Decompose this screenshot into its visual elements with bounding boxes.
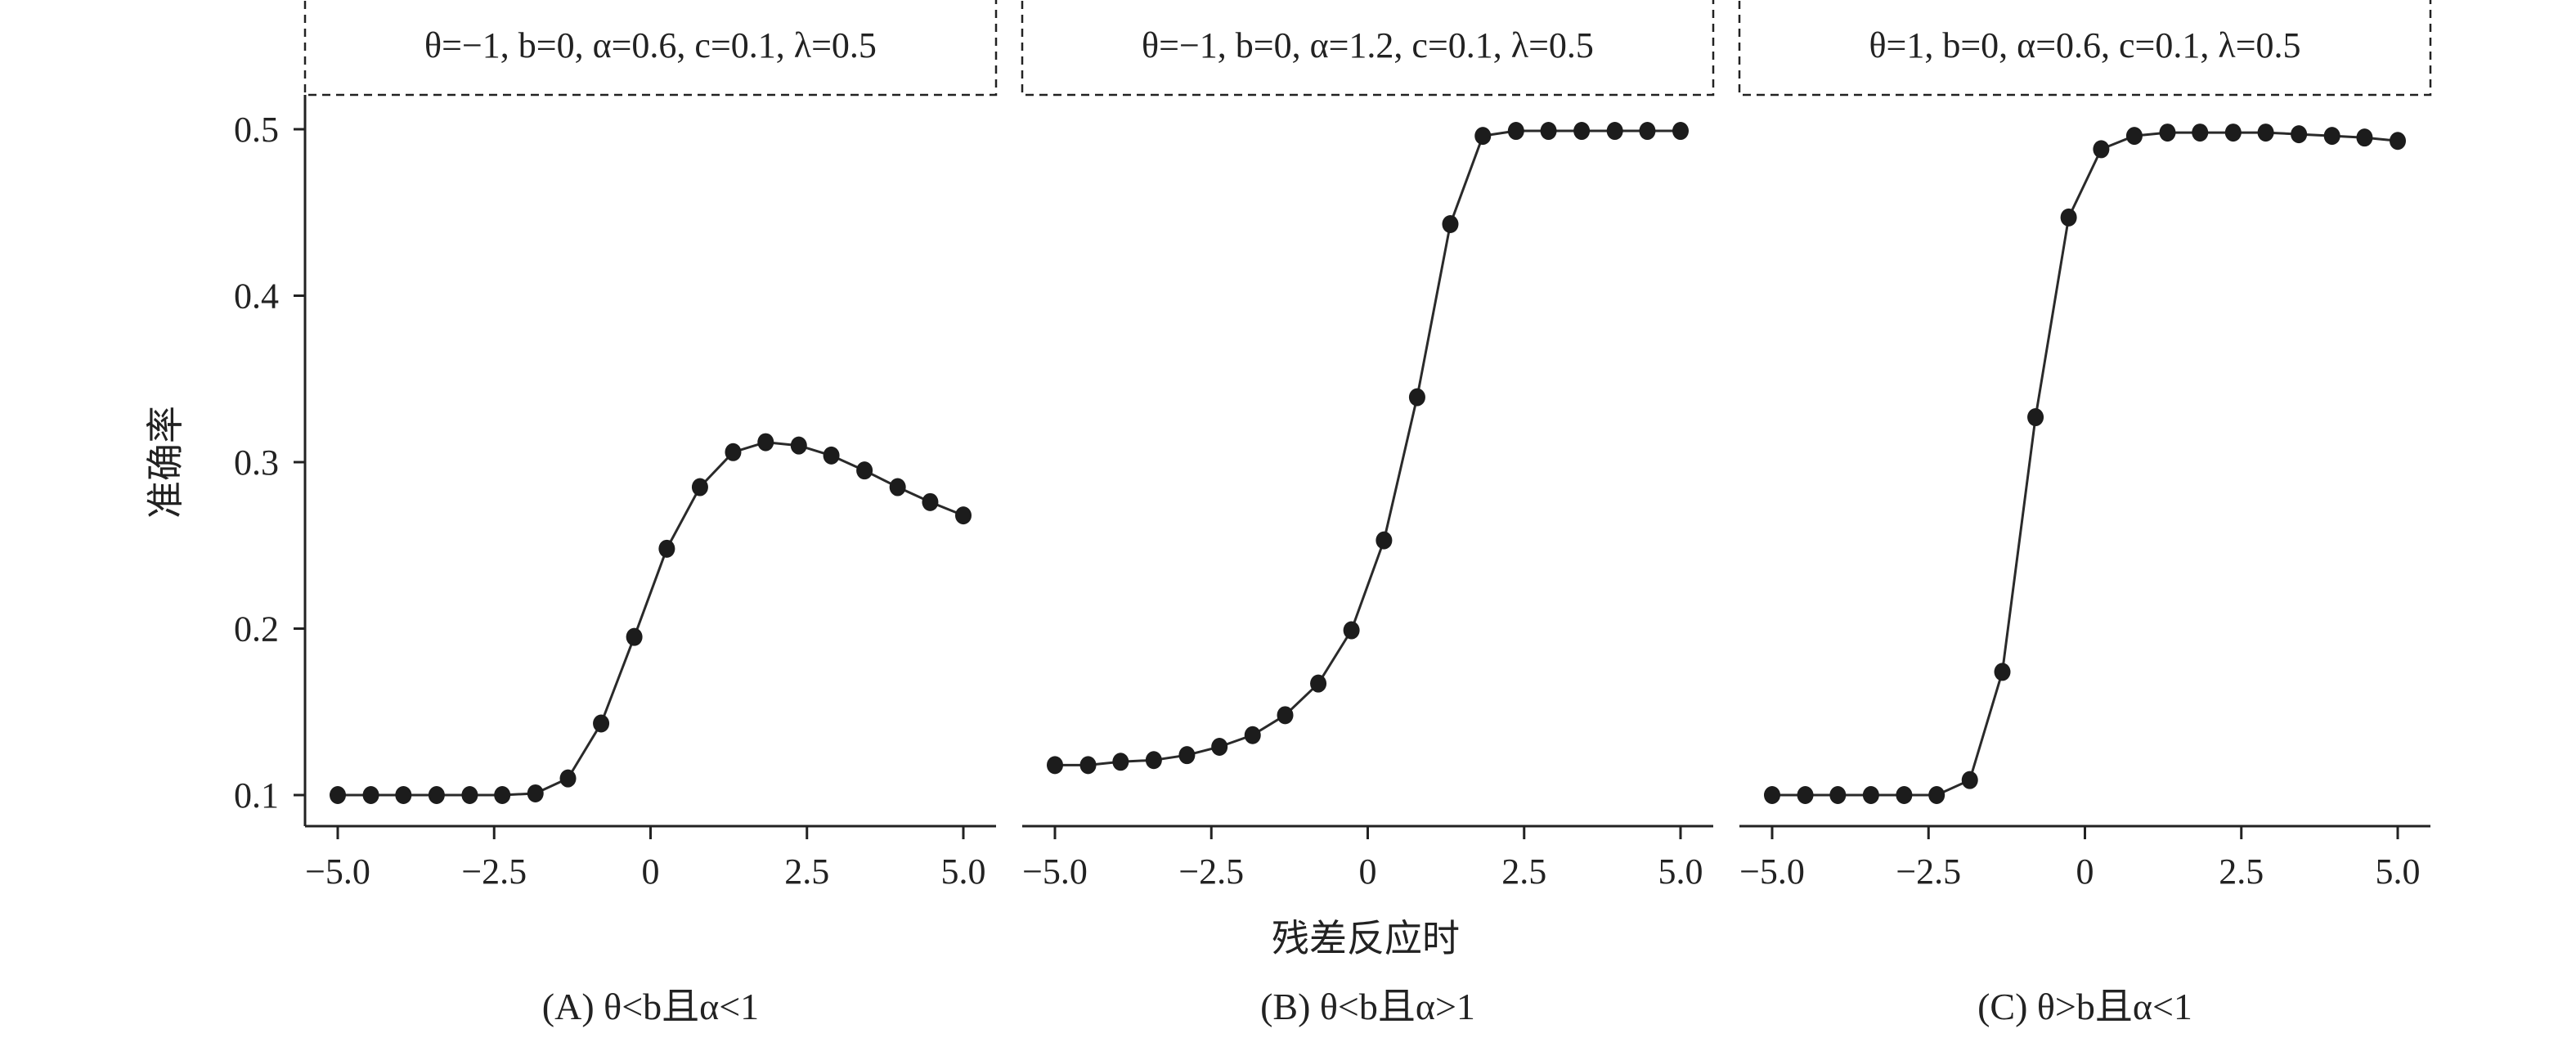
data-point (1474, 127, 1492, 146)
data-point (2224, 124, 2242, 142)
data-point (330, 786, 346, 804)
parameter-box (1738, 0, 2432, 97)
data-point (1862, 786, 1879, 804)
data-point (725, 443, 742, 461)
data-point (889, 478, 906, 497)
chart-panel-a: θ=−1, b=0, α=0.6, c=0.1, λ=0.5 −5.0 −2.5 0 2… (234, 0, 998, 1027)
data-point (2060, 208, 2077, 227)
data-point (1376, 531, 1393, 550)
data-point (1928, 786, 1945, 804)
data-point (2390, 132, 2406, 151)
x-tick-label: −2.5 (1896, 852, 1961, 892)
data-point (626, 627, 643, 646)
x-axis-title: 残差反应时 (1272, 918, 1460, 959)
data-point (691, 478, 708, 497)
data-point (1047, 756, 1063, 775)
x-tick-label: −5.0 (1739, 852, 1805, 892)
data-point (1211, 737, 1228, 756)
x-tick-label: −5.0 (305, 852, 370, 892)
data-point (1079, 756, 1097, 775)
chart-panel-b: θ=−1, b=0, α=1.2, c=0.1, λ=0.5 −5.0 −2.5 0 2… (1021, 0, 1715, 1027)
data-point (395, 786, 412, 804)
data-point (2291, 125, 2308, 144)
data-point (2323, 127, 2340, 146)
data-point (1961, 771, 1978, 789)
y-tick-label: 0.5 (234, 110, 279, 150)
data-point (362, 786, 379, 804)
data-point (1507, 122, 1524, 141)
data-point (823, 446, 840, 465)
data-point (757, 433, 774, 452)
panel-caption: (A) θ<b且α<1 (542, 986, 759, 1027)
chart-panel-c: θ=1, b=0, α=0.6, c=0.1, λ=0.5 −5.0 −2.5 0 2.… (1738, 0, 2432, 1027)
x-tick-label: −2.5 (1178, 852, 1244, 892)
data-point (2159, 124, 2176, 142)
series-line (1772, 131, 2399, 797)
y-tick-label: 0.4 (234, 276, 279, 317)
data-point (1639, 122, 1656, 141)
data-point (955, 506, 972, 525)
data-point (1896, 786, 1913, 804)
panel-caption: (C) θ>b且α<1 (1977, 986, 2192, 1027)
data-point (922, 492, 939, 511)
data-point (1606, 122, 1623, 141)
data-point (2257, 124, 2274, 142)
data-point (1797, 786, 1814, 804)
data-point (1277, 706, 1294, 725)
x-tick-label: 0 (1359, 852, 1377, 892)
x-tick-label: 2.5 (1501, 852, 1546, 892)
data-point (1178, 746, 1196, 765)
data-point (593, 714, 610, 733)
series-line (338, 441, 964, 797)
parameter-box (1021, 0, 1715, 97)
data-point (559, 769, 577, 788)
data-point (2125, 127, 2143, 146)
x-tick-label: 0 (642, 852, 660, 892)
data-point (790, 436, 807, 455)
data-point (1994, 663, 2011, 681)
panel-caption: (B) θ<b且α>1 (1260, 986, 1475, 1027)
x-tick-label: 5.0 (941, 852, 986, 892)
y-tick-label: 0.2 (234, 609, 279, 649)
data-point (658, 539, 675, 558)
y-tick-label: 0.3 (234, 443, 279, 483)
data-point (2356, 128, 2373, 147)
x-tick-label: 2.5 (2219, 852, 2264, 892)
x-tick-label: 0 (2076, 852, 2094, 892)
data-point (1408, 388, 1425, 407)
y-tick-label: 0.1 (234, 775, 279, 816)
data-point (1244, 726, 1261, 744)
data-point (428, 786, 445, 804)
data-point (494, 786, 511, 804)
data-point (461, 786, 478, 804)
data-point (1829, 786, 1847, 804)
parameter-label: θ=−1, b=0, α=0.6, c=0.1, λ=0.5 (424, 25, 877, 65)
data-point (856, 461, 873, 480)
data-point (2093, 140, 2110, 159)
data-point (1112, 753, 1129, 771)
data-point (1764, 786, 1780, 804)
x-tick-label: 2.5 (784, 852, 829, 892)
data-point (1442, 214, 1459, 233)
x-tick-label: 5.0 (2376, 852, 2421, 892)
data-point (1540, 122, 1557, 141)
data-point (1343, 621, 1360, 640)
data-point (2027, 408, 2044, 427)
x-tick-label: −2.5 (461, 852, 527, 892)
parameter-label: θ=−1, b=0, α=1.2, c=0.1, λ=0.5 (1142, 25, 1594, 65)
data-point (1573, 122, 1591, 141)
data-point (527, 784, 544, 802)
parameter-label: θ=1, b=0, α=0.6, c=0.1, λ=0.5 (1869, 25, 2300, 65)
data-point (1145, 751, 1162, 770)
x-tick-label: 5.0 (1658, 852, 1703, 892)
y-axis-title: 准确率 (145, 406, 186, 519)
x-tick-label: −5.0 (1022, 852, 1088, 892)
series-line (1055, 129, 1681, 766)
data-point (1672, 122, 1689, 141)
data-point (2192, 124, 2209, 142)
data-point (1310, 674, 1327, 693)
parameter-box (303, 0, 998, 97)
